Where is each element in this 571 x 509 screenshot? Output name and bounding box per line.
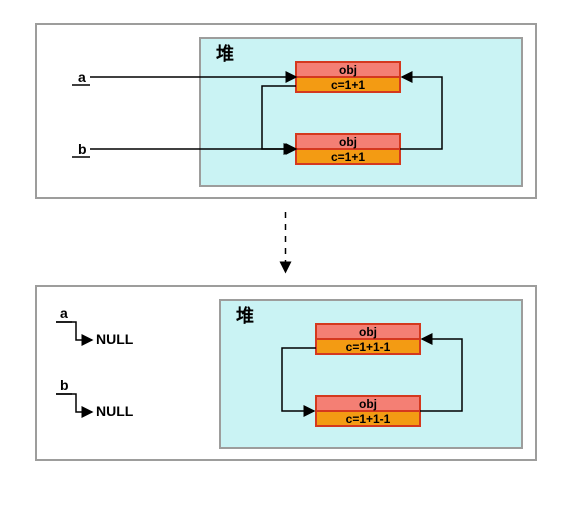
count-label: c=1+1-1 <box>346 412 391 426</box>
heap-title-bottom: 堆 <box>236 305 254 326</box>
obj-box-b-top: obj c=1+1 <box>296 134 400 164</box>
null-b: NULL <box>96 403 134 419</box>
obj-label: obj <box>359 325 377 339</box>
null-a: NULL <box>96 331 134 347</box>
obj-box-a-top: obj c=1+1 <box>296 62 400 92</box>
obj-label: obj <box>359 397 377 411</box>
count-label: c=1+1-1 <box>346 340 391 354</box>
count-label: c=1+1 <box>331 78 365 92</box>
count-label: c=1+1 <box>331 150 365 164</box>
var-a-bottom: a <box>60 305 68 321</box>
arrow-b-to-null <box>56 394 92 412</box>
var-b-bottom: b <box>60 377 69 393</box>
arrow-a-to-null <box>56 322 92 340</box>
var-b-top: b <box>78 141 87 157</box>
heap-title-top: 堆 <box>216 43 234 64</box>
obj-label: obj <box>339 135 357 149</box>
var-a-top: a <box>78 69 86 85</box>
obj-box-a-bottom: obj c=1+1-1 <box>316 324 420 354</box>
obj-box-b-bottom: obj c=1+1-1 <box>316 396 420 426</box>
obj-label: obj <box>339 63 357 77</box>
